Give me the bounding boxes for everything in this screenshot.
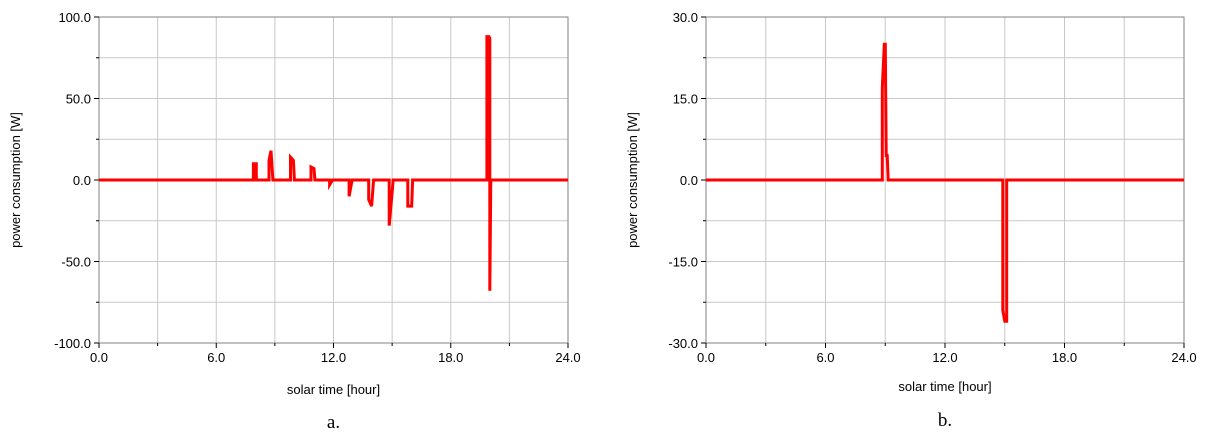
y-axis-title: power consumption [W]	[8, 112, 23, 248]
x-tick-label: 6.0	[207, 350, 225, 365]
y-tick-label: 0.0	[73, 173, 91, 188]
series-line	[99, 35, 568, 291]
chart-panel-a: solar time [hour] power consumption [W] …	[8, 10, 581, 433]
y-axis-title: power consumption [W]	[625, 112, 640, 248]
x-axis-title: solar time [hour]	[898, 379, 991, 394]
x-tick-label: 0.0	[90, 350, 108, 365]
x-tick-label: 24.0	[1171, 350, 1196, 365]
x-axis-title: solar time [hour]	[287, 382, 380, 397]
y-tick-label: 50.0	[66, 92, 91, 107]
y-tick-label: 100.0	[58, 10, 91, 25]
y-tick-label: -30.0	[668, 336, 698, 351]
x-tick-label: 24.0	[555, 350, 580, 365]
y-tick-label: -15.0	[668, 255, 698, 270]
x-tick-label: 18.0	[1052, 350, 1077, 365]
x-tick-label: 18.0	[438, 350, 463, 365]
series-line	[706, 42, 1184, 323]
panel-label: a.	[327, 412, 340, 433]
y-tick-label: -100.0	[54, 336, 91, 351]
x-tick-label: 12.0	[932, 350, 957, 365]
y-tick-label: -50.0	[61, 255, 91, 270]
y-tick-label: 0.0	[680, 173, 698, 188]
y-tick-label: 15.0	[673, 92, 698, 107]
y-tick-label: 30.0	[673, 10, 698, 25]
x-tick-label: 12.0	[321, 350, 346, 365]
panel-label: b.	[938, 410, 952, 431]
chart-panel-b: solar time [hour] power consumption [W] …	[625, 10, 1197, 431]
x-tick-label: 6.0	[816, 350, 834, 365]
x-tick-label: 0.0	[697, 350, 715, 365]
